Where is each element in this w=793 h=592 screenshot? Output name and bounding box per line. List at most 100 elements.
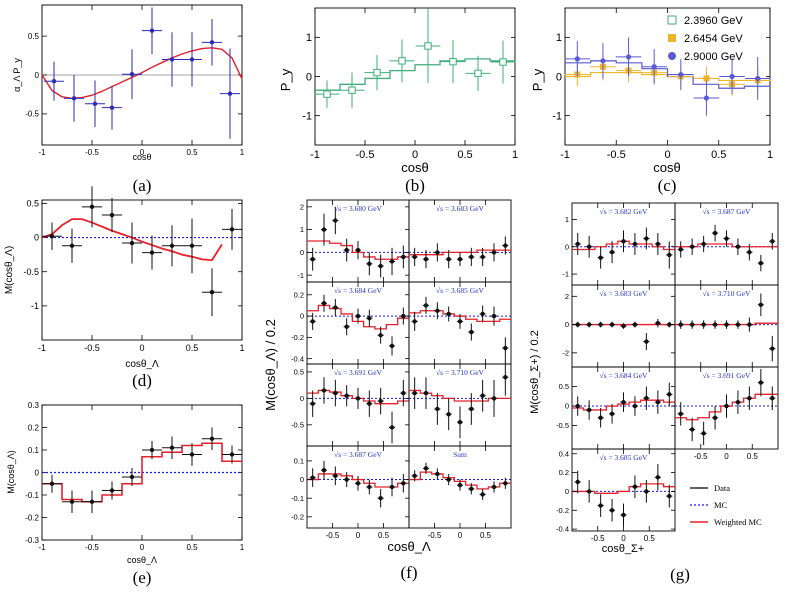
data-point — [401, 390, 406, 396]
data-point — [701, 322, 706, 327]
y-tick-label: -1 — [562, 270, 569, 279]
data-point — [389, 484, 395, 490]
data-point — [412, 319, 417, 324]
y-tick-label: 0 — [565, 320, 569, 329]
data-2p9000-point — [574, 56, 580, 62]
y-tick-label: 0 — [35, 468, 40, 477]
y-axis-label: α_Λ P_y — [12, 58, 22, 92]
y-tick-label: -0.2 — [291, 333, 304, 342]
data-point — [575, 479, 580, 485]
legend-marker-orange — [668, 34, 676, 42]
data-point — [89, 499, 95, 504]
data-point — [598, 322, 603, 327]
y-tick-label: 0 — [565, 487, 569, 496]
data-point — [378, 263, 383, 269]
data-point — [644, 396, 649, 401]
y-tick-label: -1 — [552, 110, 562, 122]
data-point — [449, 57, 457, 66]
data-point — [378, 333, 383, 338]
x-tick-label: -1 — [38, 343, 46, 353]
data-point — [689, 427, 695, 432]
y-tick-label: 1 — [565, 215, 569, 224]
data-point — [310, 319, 315, 324]
x-tick-label: 1 — [240, 543, 245, 552]
y-tick-label: -0.1 — [291, 494, 304, 503]
weighted-mc-histogram — [42, 442, 242, 503]
x-tick-label: -1 — [38, 148, 46, 157]
energy-label: √s = 3.691 GeV — [334, 368, 383, 377]
x-tick-label: 0.5 — [711, 149, 726, 161]
data-point — [758, 380, 764, 385]
data-point — [655, 320, 661, 326]
data-point — [310, 401, 315, 406]
data-point — [169, 243, 175, 248]
y-tick-label: 0.1 — [294, 457, 304, 466]
y-tick-label: -0.3 — [25, 536, 39, 545]
data-point — [321, 388, 327, 393]
data-point — [71, 96, 77, 101]
data-point — [655, 399, 661, 405]
data-point — [227, 91, 233, 96]
data-point — [621, 512, 626, 518]
data-point — [735, 399, 741, 405]
energy-label: √s = 3.710 GeV — [436, 368, 485, 377]
x-tick-label: 0.5 — [186, 343, 199, 353]
legend-label: MC — [714, 500, 728, 510]
energy-label: √s = 3.685 GeV — [600, 453, 649, 462]
data-2p9000-point — [678, 71, 684, 78]
legend-label: 2.6454 GeV — [684, 33, 743, 45]
data-point — [474, 69, 482, 78]
data-point — [333, 305, 338, 310]
data-2p9000-point — [651, 64, 657, 70]
y-tick-label: 0.2 — [294, 290, 304, 299]
data-point — [89, 204, 95, 210]
data-point — [169, 445, 175, 450]
data-point — [109, 212, 115, 218]
y-axis-label-g: M(cosθ_Σ+) / 0.2 — [529, 330, 541, 414]
data-point — [586, 322, 592, 327]
data-point — [586, 489, 592, 494]
data-point — [667, 252, 672, 258]
y-tick-label: 2 — [565, 292, 569, 301]
y-tick-label: 0.5 — [28, 32, 40, 41]
y-tick-label: 0 — [565, 402, 569, 411]
data-point — [389, 343, 395, 349]
data-point — [480, 492, 485, 497]
figure-caption: (d) — [132, 371, 152, 390]
x-tick-label: -0.5 — [85, 543, 99, 552]
data-point — [310, 475, 315, 480]
data-point — [189, 57, 195, 62]
figure-caption: (g) — [670, 565, 690, 584]
energy-label: Sum — [453, 450, 467, 459]
data-point — [503, 375, 508, 380]
data-point — [609, 508, 615, 513]
data-point — [770, 239, 775, 244]
data-2p6454-point — [703, 75, 710, 82]
data-point — [423, 257, 429, 262]
x-axis-label: cosθ_Λ — [127, 555, 157, 565]
data-point — [598, 503, 603, 508]
data-point — [209, 40, 215, 45]
data-point — [423, 390, 429, 396]
data-point — [491, 396, 497, 401]
data-point — [632, 403, 638, 409]
data-2p9000-point — [755, 75, 761, 82]
data-point — [598, 255, 603, 260]
x-tick-label: -0.5 — [694, 452, 708, 461]
data-point — [480, 254, 485, 260]
data-point — [770, 396, 775, 401]
data-point — [378, 495, 383, 501]
y-tick-label: 0 — [300, 475, 304, 484]
x-tick-label: -0.5 — [356, 149, 375, 161]
data-point — [49, 481, 55, 486]
y-axis-label: M(cosθ_Λ) — [6, 450, 16, 494]
weighted-mc-histogram — [572, 483, 675, 494]
y-tick-label: 0 — [300, 248, 304, 257]
data-point — [69, 243, 75, 248]
x-tick-label: -1 — [310, 149, 320, 161]
axes-frame — [314, 7, 516, 146]
data-point — [321, 301, 327, 306]
data-point — [667, 392, 672, 397]
data-point — [758, 302, 764, 307]
y-tick-label: -0.5 — [23, 267, 39, 277]
